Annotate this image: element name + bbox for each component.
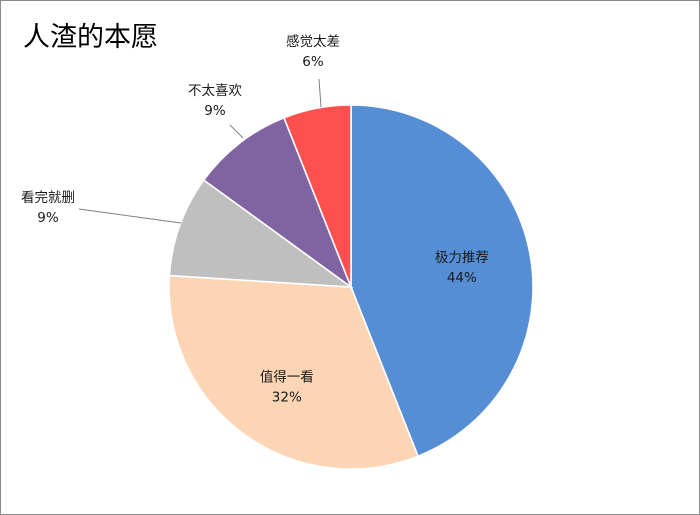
slice-percent-3: 9% <box>37 210 59 226</box>
slice-label-2: 值得一看 <box>260 368 314 385</box>
slice-label-1: 极力推荐 <box>435 250 489 266</box>
slice-percent-1: 44% <box>447 270 477 286</box>
slice-label-4: 不太喜欢 <box>188 83 242 99</box>
pie-slice-5 <box>282 104 352 288</box>
chart-title: 人渣的本愿 <box>23 22 158 53</box>
pie-slice-4 <box>202 116 353 290</box>
leader-line-4 <box>229 124 244 139</box>
slice-percent-4: 9% <box>204 103 226 119</box>
pie-slice-2 <box>168 274 420 470</box>
slice-percent-5: 6% <box>302 54 324 70</box>
pie-slice-1 <box>350 104 534 458</box>
slice-label-5: 感觉太差 <box>286 33 340 50</box>
leader-line-3 <box>78 208 182 224</box>
leader-line-5 <box>318 78 322 108</box>
slice-label-3: 看完就删 <box>21 190 75 206</box>
slice-percent-2: 32% <box>272 389 302 405</box>
pie-slice-3 <box>168 178 354 288</box>
